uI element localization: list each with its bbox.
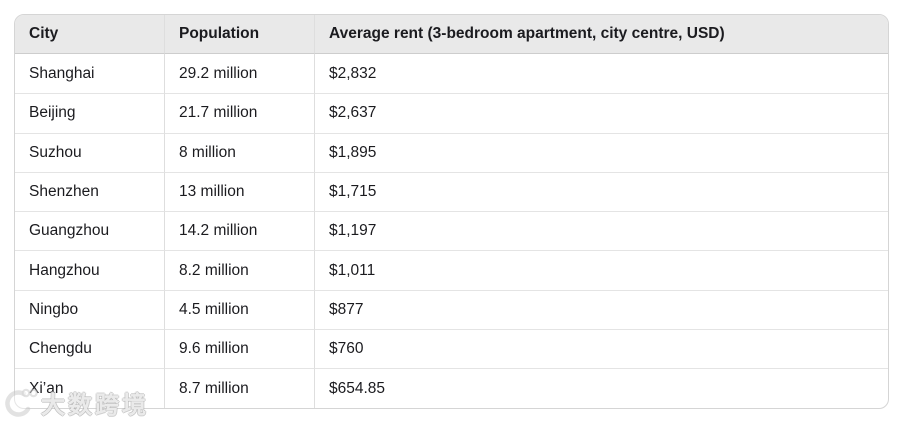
table-row: Shenzhen 13 million $1,715 <box>15 171 888 212</box>
cell-rent: $1,895 <box>314 132 888 172</box>
table-header: City Population Average rent (3-bedroom … <box>15 15 888 54</box>
cell-city: Suzhou <box>15 132 164 172</box>
cell-population: 21.7 million <box>164 93 314 133</box>
cell-city: Hangzhou <box>15 250 164 289</box>
header-row: City Population Average rent (3-bedroom … <box>15 15 888 54</box>
cell-population: 14.2 million <box>164 211 314 251</box>
cell-rent: $654.85 <box>314 368 888 408</box>
cell-city: Beijing <box>15 93 164 132</box>
cell-city: Ningbo <box>15 289 164 329</box>
cell-rent: $760 <box>314 329 888 369</box>
column-header-population: Population <box>164 15 314 54</box>
cell-rent: $2,637 <box>314 93 888 133</box>
cell-city: Chengdu <box>15 329 164 368</box>
cell-city: Guangzhou <box>15 211 164 250</box>
cell-population: 8.2 million <box>164 250 314 290</box>
city-rent-table: City Population Average rent (3-bedroom … <box>14 14 889 409</box>
cell-city: Shenzhen <box>15 171 164 211</box>
cell-population: 4.5 million <box>164 289 314 330</box>
cell-rent: $1,011 <box>314 250 888 290</box>
cell-population: 29.2 million <box>164 54 314 94</box>
data-table: City Population Average rent (3-bedroom … <box>15 15 888 408</box>
cell-city: Shanghai <box>29 64 95 82</box>
table-row: Ningbo 4.5 million $877 <box>15 289 888 330</box>
column-header-city: City <box>15 15 164 54</box>
cell-population: 9.6 million <box>164 329 314 369</box>
column-header-average-rent: Average rent (3-bedroom apartment, city … <box>314 15 888 54</box>
cell-city: Xi’an <box>15 368 164 407</box>
cell-rent: $877 <box>314 289 888 330</box>
cell-population: 8.7 million <box>164 368 314 408</box>
table-row: Chengdu 9.6 million $760 <box>15 329 888 369</box>
cell-rent: $2,832 <box>314 54 888 94</box>
table-row: Suzhou 8 million $1,895 <box>15 132 888 172</box>
cell-population: 8 million <box>164 132 314 172</box>
table-row: Hangzhou 8.2 million $1,011 <box>15 250 888 290</box>
table-row: Beijing 21.7 million $2,637 <box>15 93 888 133</box>
table-body: Shanghai 29.2 million $2,832 Beijing 21.… <box>15 54 888 408</box>
cell-rent: $1,197 <box>314 211 888 251</box>
table-row: Shanghai 29.2 million $2,832 <box>15 54 888 94</box>
table-row: Guangzhou 14.2 million $1,197 <box>15 211 888 251</box>
cell-rent: $1,715 <box>314 171 888 212</box>
cell-population: 13 million <box>164 171 314 212</box>
table-row: Xi’an 8.7 million $654.85 <box>15 368 888 408</box>
